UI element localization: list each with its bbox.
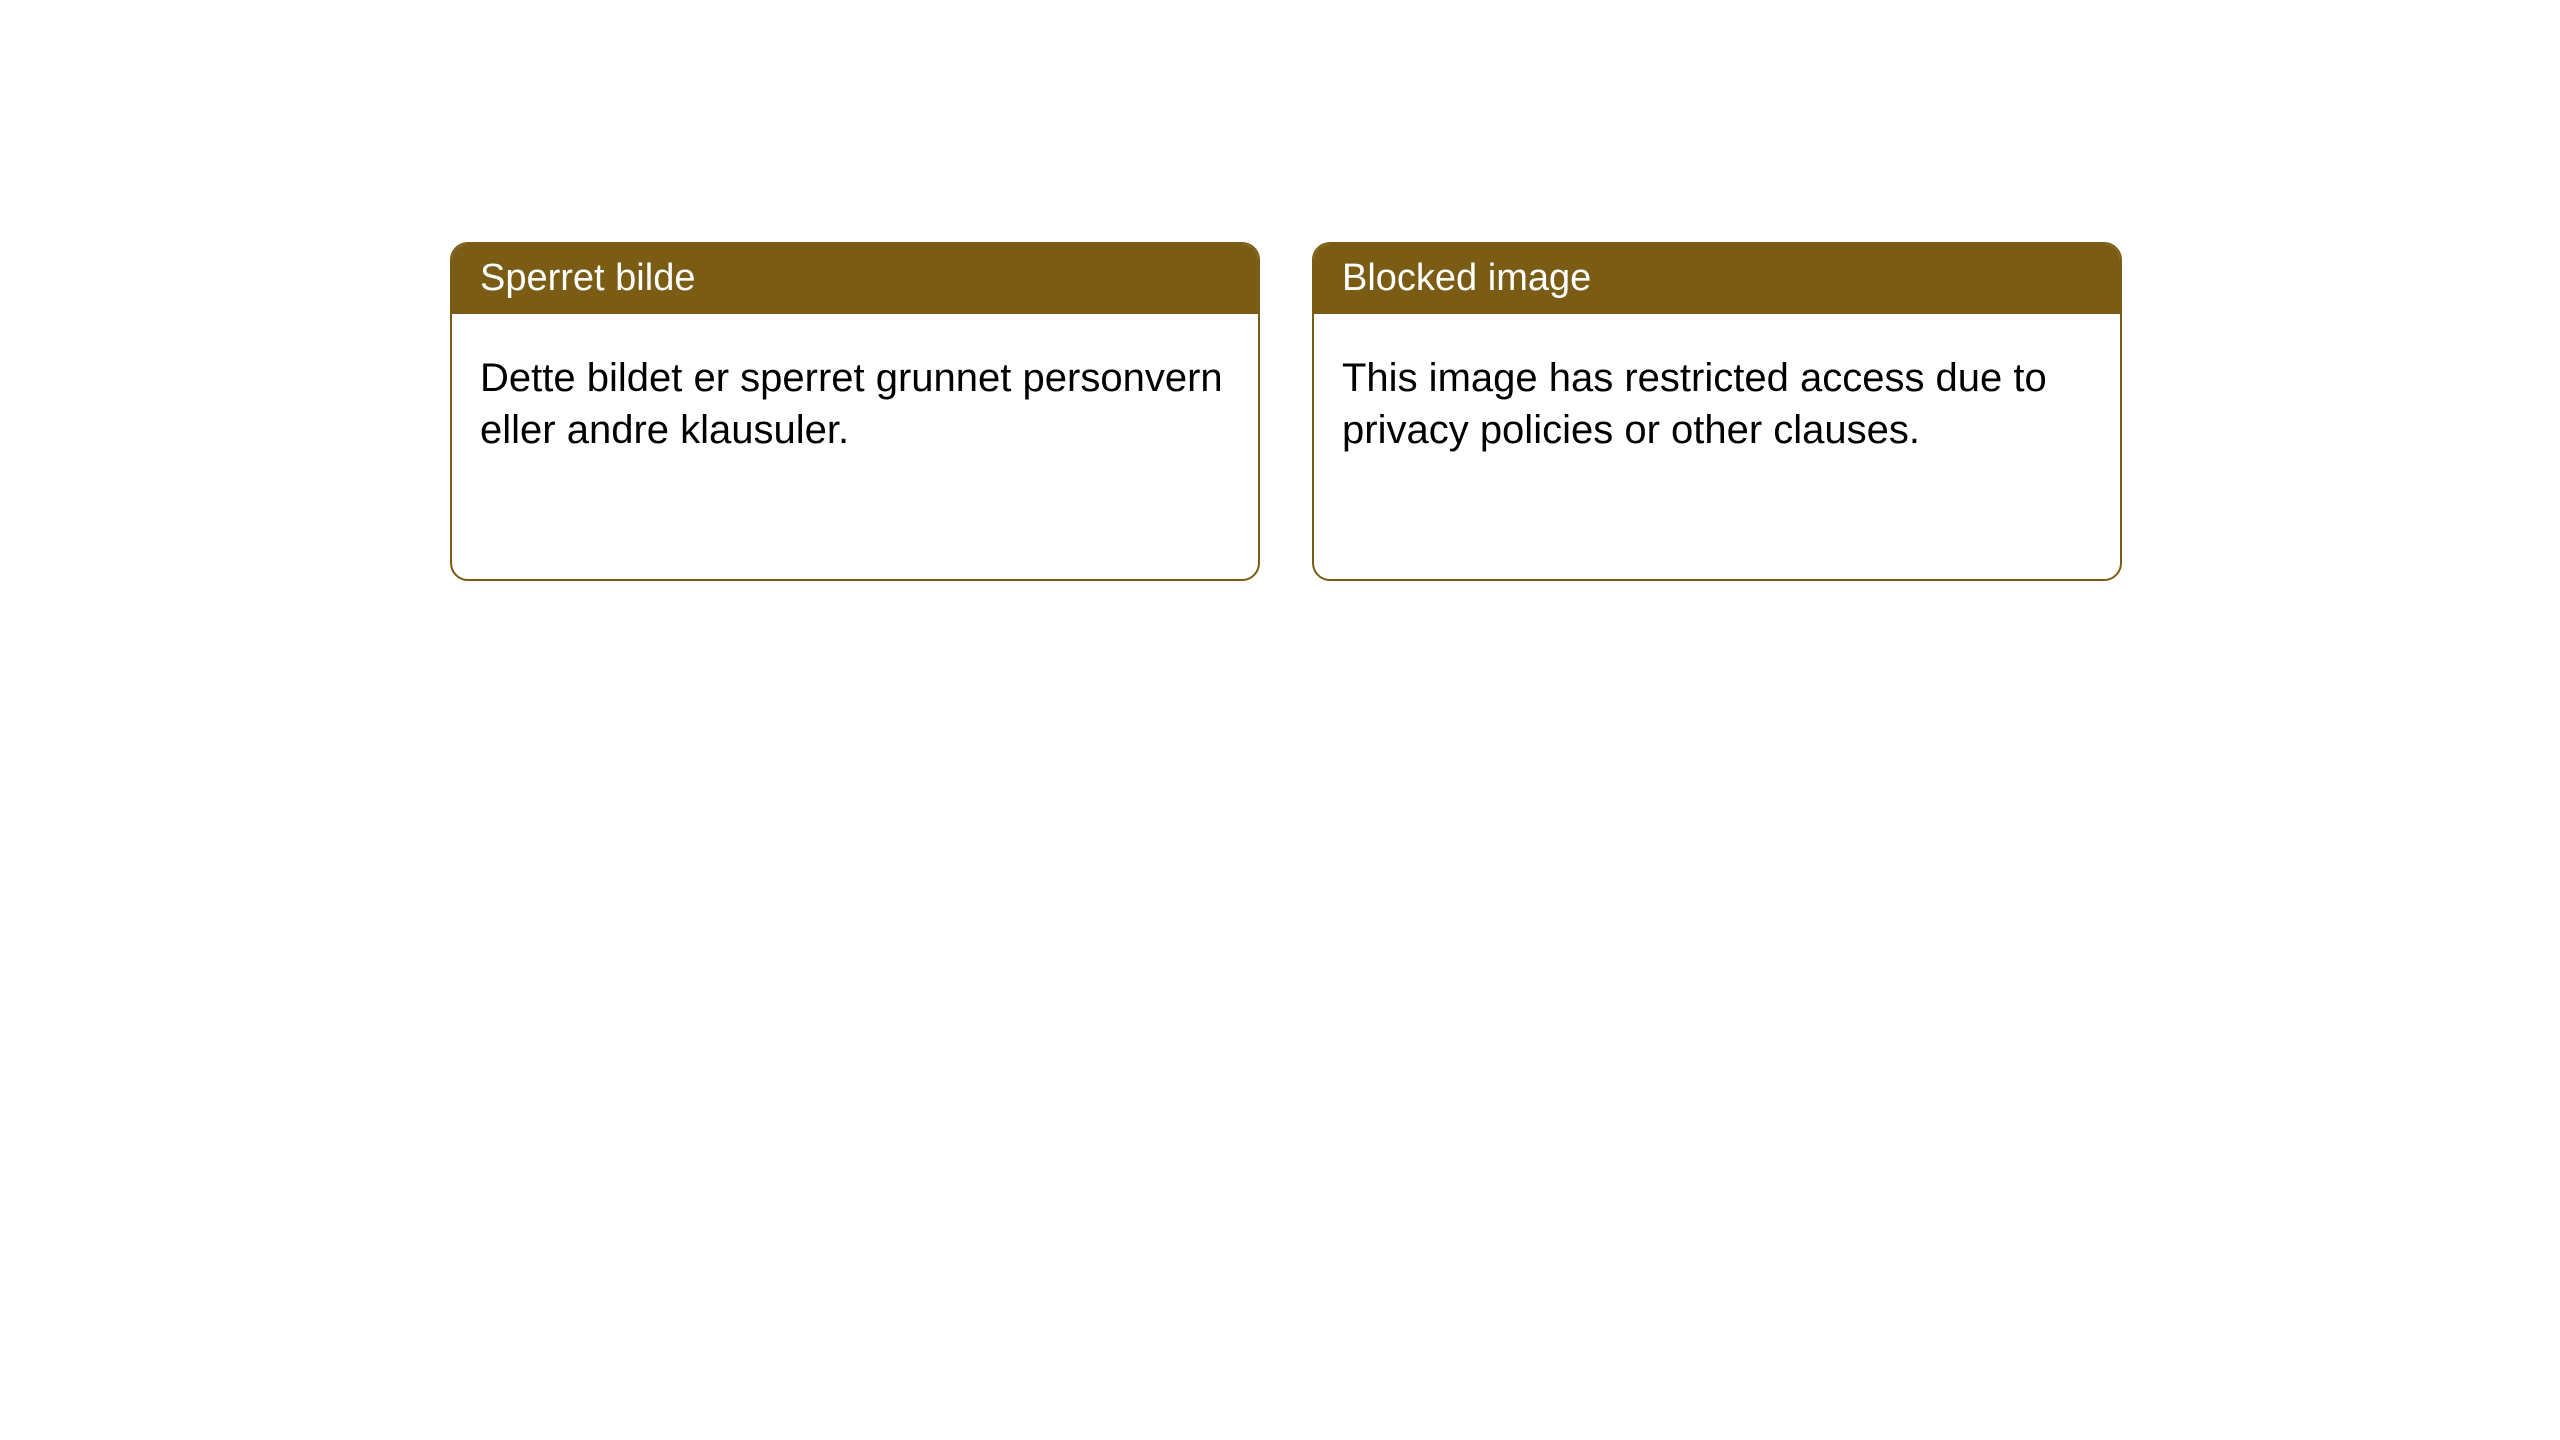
notice-container: Sperret bilde Dette bildet er sperret gr… — [450, 242, 2122, 581]
notice-title: Sperret bilde — [452, 244, 1258, 314]
notice-card-english: Blocked image This image has restricted … — [1312, 242, 2122, 581]
notice-body: This image has restricted access due to … — [1314, 314, 2120, 494]
notice-title: Blocked image — [1314, 244, 2120, 314]
notice-body: Dette bildet er sperret grunnet personve… — [452, 314, 1258, 494]
notice-card-norwegian: Sperret bilde Dette bildet er sperret gr… — [450, 242, 1260, 581]
